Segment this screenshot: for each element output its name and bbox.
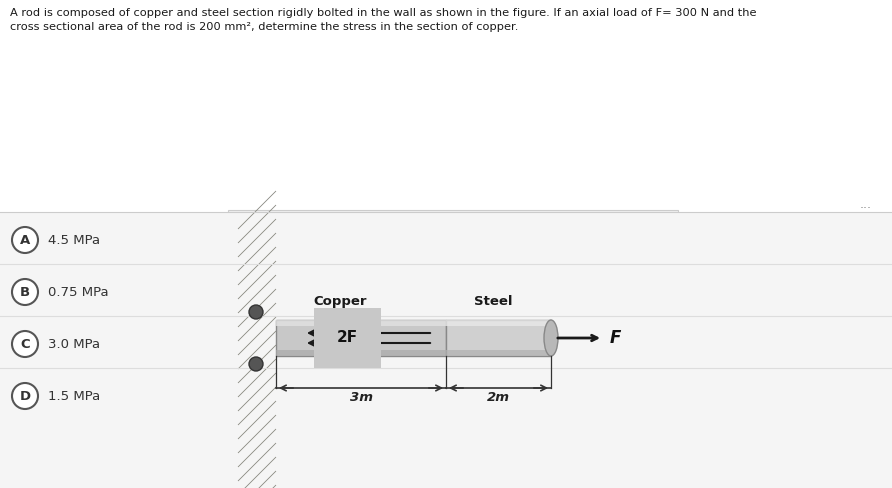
Circle shape [12,331,38,357]
Text: A: A [20,233,30,246]
Bar [276,320,446,356]
Bar [276,320,446,326]
Bar [0,372,892,420]
Text: 3.0 MPa: 3.0 MPa [48,338,100,350]
Circle shape [249,357,263,371]
Text: 1.5 MPa: 1.5 MPa [48,389,100,403]
Text: B: B [20,285,30,299]
Bar [0,268,892,316]
Text: 3m: 3m [350,391,373,404]
Bar [0,320,892,368]
Text: F: F [610,329,622,347]
Text: A rod is composed of copper and steel section rigidly bolted in the wall as show: A rod is composed of copper and steel se… [10,8,756,18]
Text: C: C [21,338,29,350]
Bar [228,210,678,438]
Circle shape [12,279,38,305]
Text: Copper: Copper [314,295,368,308]
Bar [0,213,892,488]
Text: 4.5 MPa: 4.5 MPa [48,233,100,246]
Text: D: D [20,389,30,403]
Text: 0.75 MPa: 0.75 MPa [48,285,109,299]
Ellipse shape [544,320,558,356]
Text: ...: ... [860,198,872,211]
Text: Steel: Steel [474,295,513,308]
Text: 2F: 2F [337,330,358,346]
Text: 2m: 2m [487,391,510,404]
Bar [238,253,276,423]
Bar [446,320,551,326]
Bar [446,350,551,356]
Circle shape [12,383,38,409]
Circle shape [12,227,38,253]
Bar [276,350,446,356]
Text: cross sectional area of the rod is 200 mm², determine the stress in the section : cross sectional area of the rod is 200 m… [10,22,518,32]
Bar [0,216,892,264]
Bar [446,320,551,356]
Circle shape [249,305,263,319]
